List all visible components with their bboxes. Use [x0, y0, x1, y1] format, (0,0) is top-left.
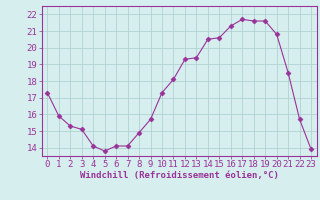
- X-axis label: Windchill (Refroidissement éolien,°C): Windchill (Refroidissement éolien,°C): [80, 171, 279, 180]
